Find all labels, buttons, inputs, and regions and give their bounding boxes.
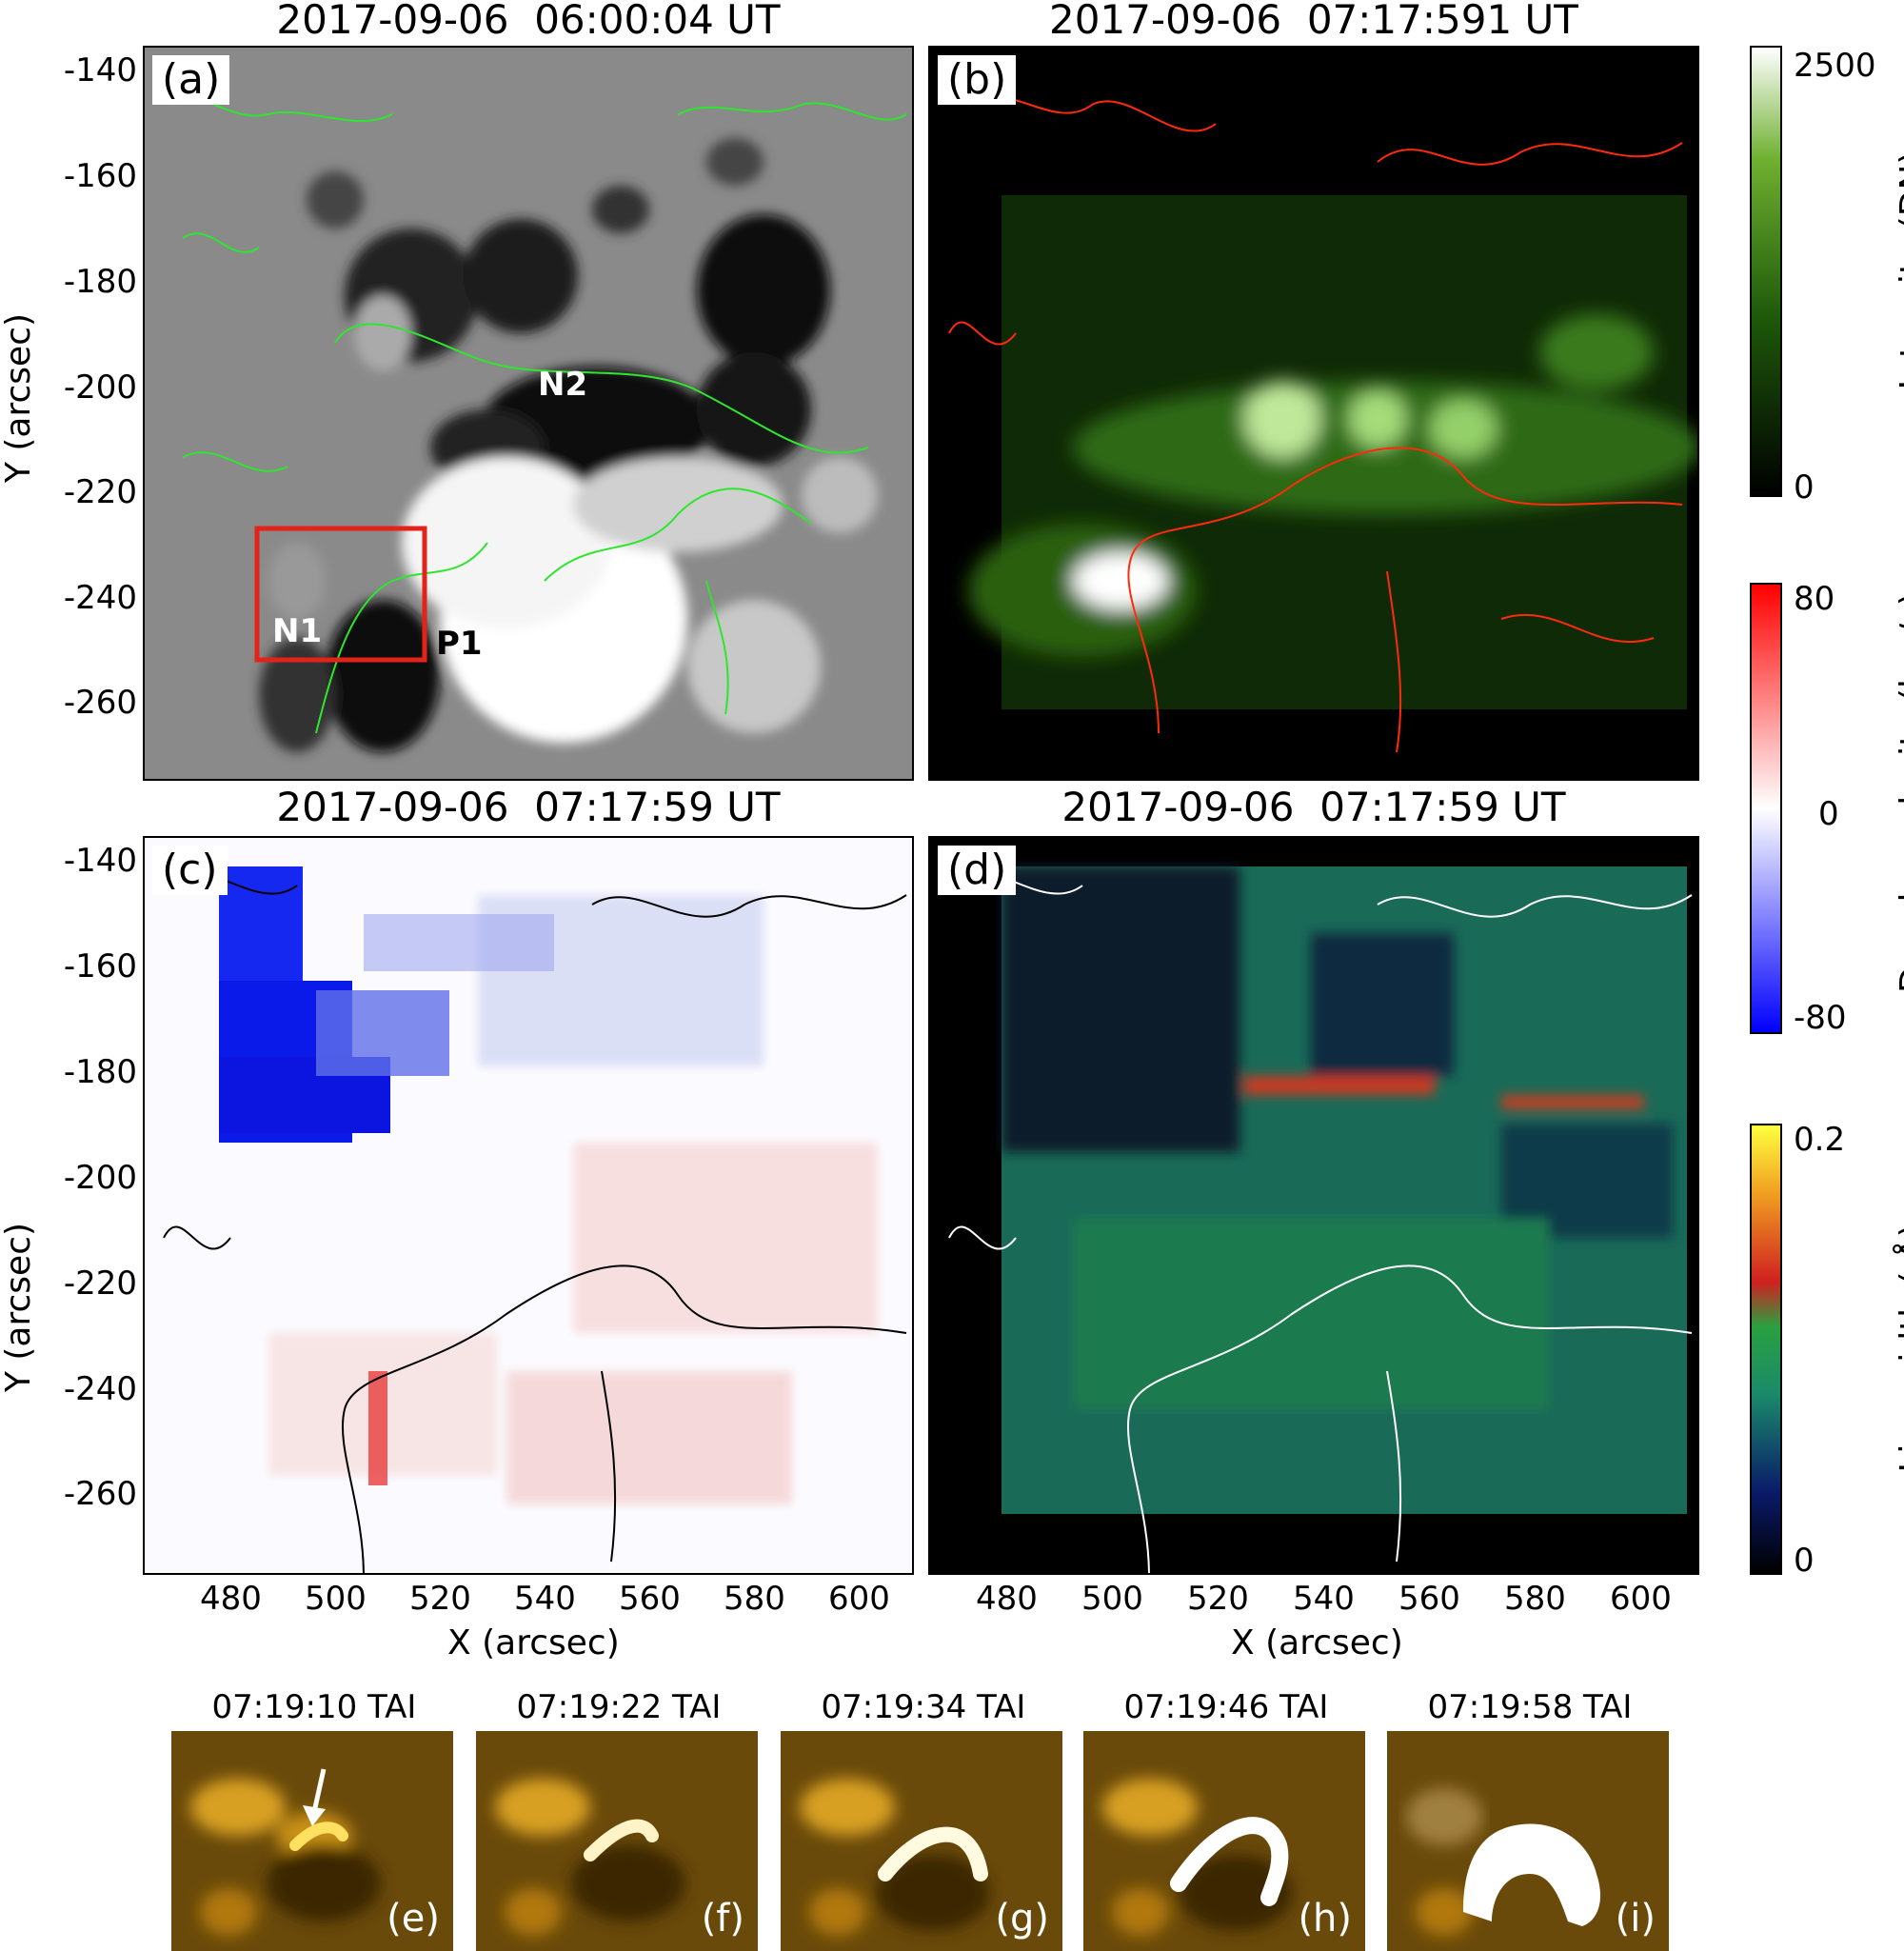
xtick: 600	[828, 1580, 890, 1618]
xtick: 580	[724, 1580, 785, 1618]
xtick: 520	[1187, 1580, 1249, 1618]
linewidth-colorbar-max: 0.2	[1794, 1121, 1846, 1159]
ytick: -180	[63, 1053, 137, 1091]
thumb-h-label: (h)	[1298, 1897, 1352, 1941]
ytick: -140	[63, 842, 137, 880]
ytick: -240	[63, 1370, 137, 1408]
intensity-colorbar	[1750, 46, 1782, 497]
ytick: -140	[63, 51, 137, 90]
doppler-colorbar-mid: 0	[1818, 795, 1839, 833]
ytick: -260	[63, 1475, 137, 1513]
doppler-colorbar	[1750, 583, 1782, 1034]
thumbnail-f: (f)	[476, 1731, 758, 1951]
xtick: 560	[1398, 1580, 1460, 1618]
ytick: -160	[63, 157, 137, 195]
xtick: 600	[1610, 1580, 1672, 1618]
ytick: -180	[63, 263, 137, 301]
panel-b-label: (b)	[938, 55, 1017, 105]
xtick: 500	[1081, 1580, 1143, 1618]
thumb-f-label: (f)	[701, 1897, 744, 1941]
magnetogram-image	[145, 48, 912, 779]
doppler-colorbar-min: -80	[1794, 999, 1847, 1037]
panel-b-intensity: (b)	[928, 46, 1699, 781]
thumb-e-image	[171, 1731, 453, 1951]
doppler-colorbar-max: 80	[1794, 580, 1835, 618]
xtick: 520	[409, 1580, 471, 1618]
panel-a-magnetogram: (a) N2 N1 P1	[143, 46, 914, 781]
ytick: -200	[63, 1159, 137, 1197]
panel-c-title: 2017-09-06 07:17:59 UT	[276, 784, 781, 830]
panel-a-title: 2017-09-06 06:00:04 UT	[276, 0, 781, 43]
thumb-i-label: (i)	[1615, 1897, 1656, 1941]
xtick: 480	[200, 1580, 262, 1618]
ytick: -260	[63, 684, 137, 722]
thumb-g-label: (g)	[995, 1897, 1049, 1941]
region-label-n1: N1	[272, 612, 323, 650]
thumb-f-image	[476, 1731, 758, 1951]
panel-d-label: (d)	[938, 846, 1017, 895]
arrow-icon	[303, 1768, 327, 1826]
ytick: -220	[63, 1264, 137, 1303]
panel-c-label: (c)	[152, 846, 228, 895]
panel-a-label: (a)	[152, 55, 230, 105]
thumb-h-time: 07:19:46 TAI	[1123, 1688, 1329, 1726]
thumb-e-label: (e)	[387, 1897, 440, 1941]
x-axis-label-c: X (arcsec)	[447, 1623, 620, 1662]
panel-d-linewidth: (d)	[928, 836, 1699, 1575]
ytick: -240	[63, 579, 137, 617]
y-axis-label-top: Y (arcsec)	[0, 312, 38, 484]
xtick: 480	[976, 1580, 1038, 1618]
doppler-colorbar-label: Doppler velocity (km/s)	[1894, 592, 1904, 993]
xtick: 540	[514, 1580, 576, 1618]
intensity-colorbar-max: 2500	[1794, 47, 1876, 85]
thumb-f-time: 07:19:22 TAI	[516, 1688, 722, 1726]
thumb-i-time: 07:19:58 TAI	[1427, 1688, 1633, 1726]
thumb-e-time: 07:19:10 TAI	[211, 1688, 417, 1726]
intensity-colorbar-min: 0	[1794, 468, 1815, 507]
doppler-image	[145, 838, 912, 1573]
ytick: -220	[63, 473, 137, 511]
panel-d-title: 2017-09-06 07:17:59 UT	[1061, 784, 1566, 830]
region-label-p1: P1	[436, 625, 483, 663]
ytick: -200	[63, 368, 137, 407]
thumbnail-g: (g)	[781, 1731, 1062, 1951]
xtick: 500	[305, 1580, 367, 1618]
intensity-image	[930, 48, 1697, 779]
panel-b-title: 2017-09-06 07:17:591 UT	[1049, 0, 1578, 43]
thumb-g-time: 07:19:34 TAI	[821, 1688, 1026, 1726]
thumb-h-image	[1083, 1731, 1365, 1951]
linewidth-image	[930, 838, 1697, 1573]
thumb-i-image	[1387, 1731, 1669, 1951]
xtick: 560	[619, 1580, 681, 1618]
y-axis-label-bottom: Y (arcsec)	[0, 1222, 38, 1393]
thumbnail-e: (e)	[171, 1731, 453, 1951]
ytick: -160	[63, 947, 137, 985]
xtick: 580	[1504, 1580, 1566, 1618]
linewidth-colorbar-label: Line width ( Å)	[1894, 1224, 1904, 1473]
x-axis-label-d: X (arcsec)	[1231, 1623, 1403, 1662]
linewidth-colorbar	[1750, 1124, 1782, 1575]
thumb-g-image	[781, 1731, 1062, 1951]
intensity-colorbar-label: Intensity (DN)	[1894, 150, 1904, 390]
xtick: 540	[1293, 1580, 1355, 1618]
panel-c-doppler: (c)	[143, 836, 914, 1575]
thumbnail-i: (i)	[1387, 1731, 1669, 1951]
region-label-n2: N2	[538, 366, 588, 404]
thumbnail-h: (h)	[1083, 1731, 1365, 1951]
linewidth-colorbar-min: 0	[1794, 1542, 1815, 1580]
